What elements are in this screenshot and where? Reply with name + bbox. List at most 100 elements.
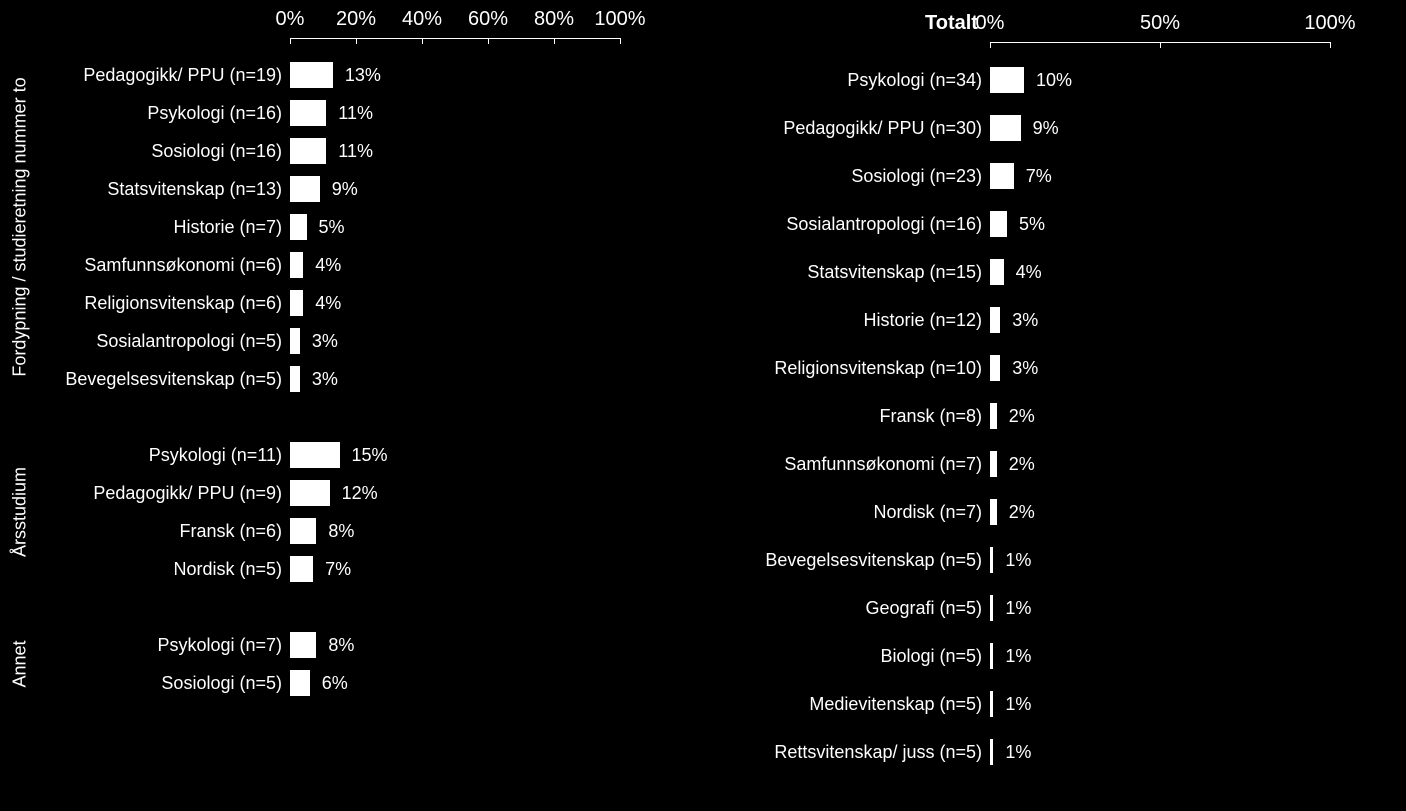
chart-row: Fransk (n=6)8% xyxy=(0,512,720,550)
bar-area: 5% xyxy=(990,200,1330,248)
value-label: 11% xyxy=(338,141,373,162)
bar xyxy=(990,547,993,573)
bar-area: 3% xyxy=(990,344,1330,392)
bar-area: 3% xyxy=(290,322,620,360)
axis-tickmark xyxy=(488,38,489,44)
left-axis-line xyxy=(290,38,620,39)
bar-area: 12% xyxy=(290,474,620,512)
bar xyxy=(990,691,993,717)
value-label: 3% xyxy=(312,369,338,390)
right-chart-panel: Totalt 0%50%100% Psykologi (n=34)10%Peda… xyxy=(700,0,1406,811)
row-label: Geografi (n=5) xyxy=(700,598,990,619)
bar-area: 7% xyxy=(990,152,1330,200)
right-chart-title: Totalt xyxy=(925,12,978,35)
axis-tickmark xyxy=(990,42,991,48)
bar-area: 1% xyxy=(990,728,1330,776)
axis-tick-label: 60% xyxy=(468,8,508,31)
row-label: Psykologi (n=7) xyxy=(0,635,290,656)
value-label: 5% xyxy=(1019,214,1045,235)
bar xyxy=(290,176,320,202)
row-label: Pedagogikk/ PPU (n=19) xyxy=(0,65,290,86)
bar-area: 11% xyxy=(290,94,620,132)
row-label: Nordisk (n=7) xyxy=(700,502,990,523)
chart-row: Bevegelsesvitenskap (n=5)1% xyxy=(700,536,1406,584)
row-label: Religionsvitenskap (n=10) xyxy=(700,358,990,379)
chart-row: Psykologi (n=16) 11% xyxy=(0,94,720,132)
chart-row: Rettsvitenskap/ juss (n=5)1% xyxy=(700,728,1406,776)
axis-tick-label: 100% xyxy=(1304,12,1355,35)
value-label: 11% xyxy=(338,103,373,124)
bar-area: 3% xyxy=(290,360,620,398)
bar xyxy=(290,252,303,278)
value-label: 7% xyxy=(1026,166,1052,187)
row-label: Samfunnsøkonomi (n=6) xyxy=(0,255,290,276)
row-label: Bevegelsesvitenskap (n=5) xyxy=(700,550,990,571)
axis-tickmark xyxy=(1160,42,1161,48)
bar xyxy=(990,739,993,765)
bar-area: 9% xyxy=(990,104,1330,152)
value-label: 6% xyxy=(322,673,348,694)
bar-area: 13% xyxy=(290,56,620,94)
bar xyxy=(990,499,997,525)
axis-tick-label: 80% xyxy=(534,8,574,31)
bar-area: 4% xyxy=(290,284,620,322)
chart-row: Sosialantropologi (n=16) 5% xyxy=(700,200,1406,248)
chart-row: Religionsvitenskap (n=6) 4% xyxy=(0,284,720,322)
row-label: Medievitenskap (n=5) xyxy=(700,694,990,715)
value-label: 4% xyxy=(315,293,341,314)
bar xyxy=(290,670,310,696)
bar-area: 4% xyxy=(290,246,620,284)
bar xyxy=(290,442,340,468)
bar xyxy=(990,115,1021,141)
value-label: 3% xyxy=(1012,358,1038,379)
row-label: Psykologi (n=16) xyxy=(0,103,290,124)
chart-row: Religionsvitenskap (n=10) 3% xyxy=(700,344,1406,392)
bar-area: 8% xyxy=(290,626,620,664)
row-label: Pedagogikk/ PPU (n=30) xyxy=(700,118,990,139)
chart-row: Sosiologi (n=23) 7% xyxy=(700,152,1406,200)
right-rows: Psykologi (n=34)10%Pedagogikk/ PPU (n=30… xyxy=(700,56,1406,776)
row-label: Sosialantropologi (n=16) xyxy=(700,214,990,235)
bar-area: 9% xyxy=(290,170,620,208)
axis-tickmark xyxy=(356,38,357,44)
row-label: Samfunnsøkonomi (n=7) xyxy=(700,454,990,475)
value-label: 9% xyxy=(332,179,358,200)
axis-tick-label: 0% xyxy=(976,12,1005,35)
value-label: 1% xyxy=(1005,742,1031,763)
bar xyxy=(290,214,307,240)
axis-tickmark xyxy=(290,38,291,44)
chart-row: Nordisk (n=7)2% xyxy=(700,488,1406,536)
row-label: Nordisk (n=5) xyxy=(0,559,290,580)
bar-area: 1% xyxy=(990,536,1330,584)
bar xyxy=(290,328,300,354)
row-label: Biologi (n=5) xyxy=(700,646,990,667)
chart-row: Pedagogikk/ PPU (n=30) 9% xyxy=(700,104,1406,152)
left-chart-panel: 0%20%40%60%80%100% Fordypning / studiere… xyxy=(0,0,700,811)
chart-row: Samfunnsøkonomi (n=7)2% xyxy=(700,440,1406,488)
value-label: 4% xyxy=(1016,262,1042,283)
bar xyxy=(990,259,1004,285)
bar xyxy=(990,403,997,429)
bar-area: 4% xyxy=(990,248,1330,296)
row-label: Sosiologi (n=23) xyxy=(700,166,990,187)
row-label: Religionsvitenskap (n=6) xyxy=(0,293,290,314)
value-label: 9% xyxy=(1033,118,1059,139)
bar xyxy=(990,451,997,477)
bar xyxy=(990,67,1024,93)
bar xyxy=(990,643,993,669)
chart-row: Historie (n=12)3% xyxy=(700,296,1406,344)
bar-area: 1% xyxy=(990,680,1330,728)
value-label: 1% xyxy=(1005,646,1031,667)
value-label: 8% xyxy=(328,521,354,542)
bar xyxy=(990,211,1007,237)
chart-row: Psykologi (n=7) 8% xyxy=(0,626,720,664)
axis-tickmark xyxy=(554,38,555,44)
value-label: 8% xyxy=(328,635,354,656)
value-label: 5% xyxy=(319,217,345,238)
row-label: Psykologi (n=11) xyxy=(0,445,290,466)
chart-row: Historie (n=7)5% xyxy=(0,208,720,246)
bar-area: 11% xyxy=(290,132,620,170)
value-label: 1% xyxy=(1005,694,1031,715)
row-label: Statsvitenskap (n=13) xyxy=(0,179,290,200)
chart-row: Medievitenskap (n=5) 1% xyxy=(700,680,1406,728)
